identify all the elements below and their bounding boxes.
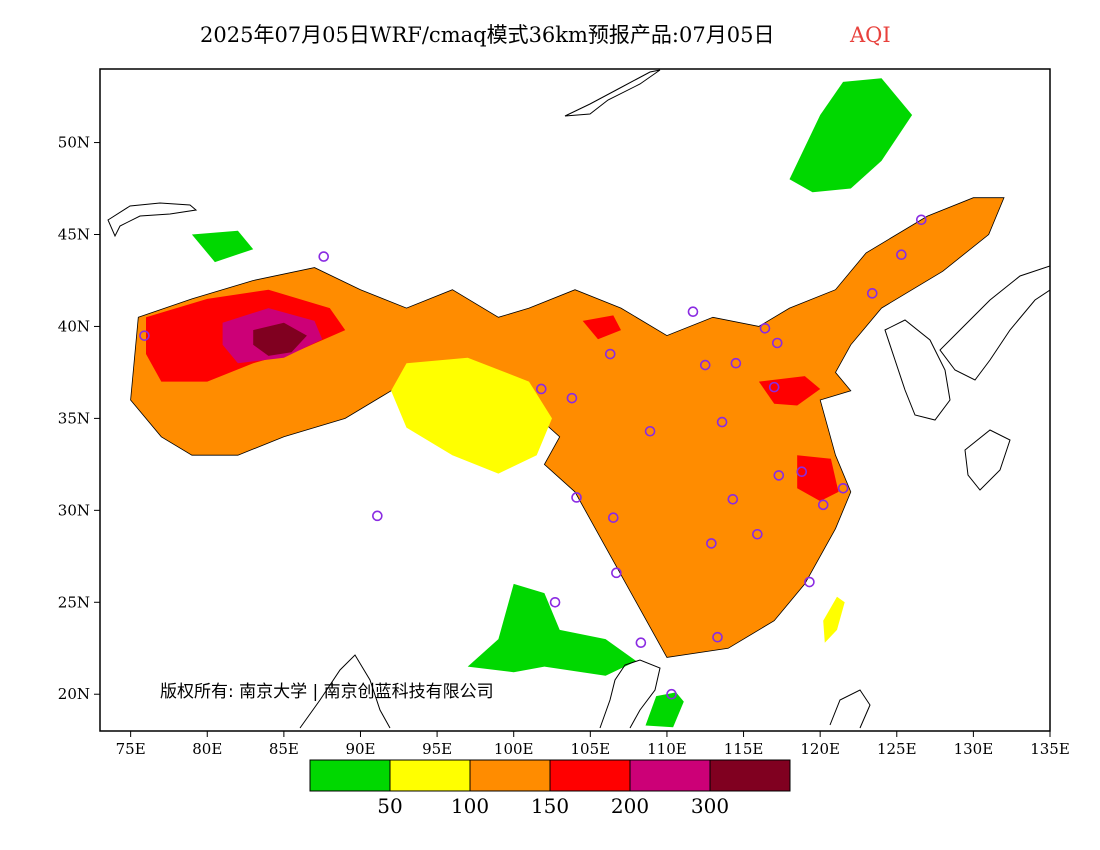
station-marker [635,637,647,649]
aqi-region->300 [253,322,307,356]
y-tick-label: 50N [58,134,90,152]
legend-swatch [549,759,631,792]
station-marker [773,470,785,481]
aqi-region-150-200 [758,376,821,406]
station-marker [768,381,780,393]
station-marker [566,392,578,404]
y-tick-label: 25N [58,593,90,611]
x-tick-label: 120E [800,740,840,758]
legend-label: 100 [451,794,489,818]
aqi-region-50-100 [823,596,845,643]
station-marker [716,416,728,428]
station-marker [727,493,739,505]
legend-swatch [469,759,551,792]
korea-coast [884,319,951,421]
y-tick-label: 20N [58,685,90,703]
station-marker [706,538,717,549]
x-tick-label: 115E [724,740,764,758]
color-legend: 50 100 150 200 300 [309,759,791,818]
station-marker [699,359,711,371]
station-marker [535,383,547,395]
legend-label: 200 [611,794,649,818]
y-tick-label: 40N [58,317,90,335]
station-marker [712,631,723,643]
plot-area [100,69,1050,731]
x-tick-label: 95E [422,740,452,758]
aqi-region-0-50 [467,583,637,676]
x-tick-label: 100E [494,740,534,758]
variable-label: AQI [849,23,891,47]
station-marker [804,576,815,588]
legend-swatch [709,759,791,792]
aqi-region-0-50 [645,692,684,728]
philippines-coast [829,689,871,729]
station-marker [666,688,677,700]
station-marker [644,425,656,437]
aqi-region-150-200 [797,455,839,502]
japan-coast [939,265,1050,381]
indochina-coast [599,659,661,729]
chart-title: 2025年07月05日WRF/cmaq模式36km预报产品:07月05日 [200,23,774,47]
station-marker [687,306,699,318]
aqi-regions [130,78,1005,728]
x-tick-label: 105E [571,740,611,758]
station-marker [752,528,763,540]
x-tick-label: 125E [877,740,917,758]
y-tick-label: 30N [58,501,90,519]
station-marker [139,330,150,341]
station-marker [817,499,829,511]
station-marker [915,214,927,226]
legend-label: 50 [377,794,402,818]
caspian-coast [107,202,198,238]
station-marker [604,348,616,360]
x-tick-label: 130E [954,740,994,758]
y-tick-label: 35N [58,409,90,427]
station-marker [759,322,771,334]
legend-label: 300 [691,794,729,818]
station-marker [611,567,622,579]
monitoring-stations [139,214,927,700]
station-marker [771,337,783,349]
coastline-outlines [107,69,1050,729]
station-marker [837,482,849,494]
station-marker [730,357,742,369]
station-marker [318,251,330,262]
aqi-region-0-50 [789,78,913,193]
legend-swatch [309,759,391,792]
aqi-region-50-100 [391,357,552,474]
y-axis: 20N 25N 30N 35N 40N 45N 50N [58,134,100,703]
y-tick-label: 45N [58,226,90,244]
legend-swatch [629,759,711,792]
station-marker [796,466,808,478]
station-marker [896,249,907,261]
x-tick-label: 85E [269,740,299,758]
aqi-region-150-200 [582,315,621,340]
legend-swatch [389,759,471,792]
x-tick-label: 90E [345,740,375,758]
aqi-region-0-50 [191,230,254,263]
x-tick-label: 110E [647,740,687,758]
x-tick-label: 80E [192,740,222,758]
station-marker [571,492,582,503]
station-marker [608,512,619,523]
copyright-notice: 版权所有: 南京大学 | 南京创蓝科技有限公司 [160,682,494,702]
bay-of-bengal-coast [299,654,391,729]
station-marker [866,288,878,299]
station-marker [549,596,561,608]
x-tick-label: 75E [116,740,146,758]
x-axis: 75E 80E 85E 90E 95E 100E 105E 110E 115E 120E 125E 1… [116,731,1070,758]
sakhalin-coast [564,69,661,117]
station-marker [372,510,383,522]
kyushu-coast [964,429,1011,491]
legend-label: 150 [531,794,569,818]
plot-frame [99,68,1051,732]
x-tick-label: 135E [1030,740,1070,758]
